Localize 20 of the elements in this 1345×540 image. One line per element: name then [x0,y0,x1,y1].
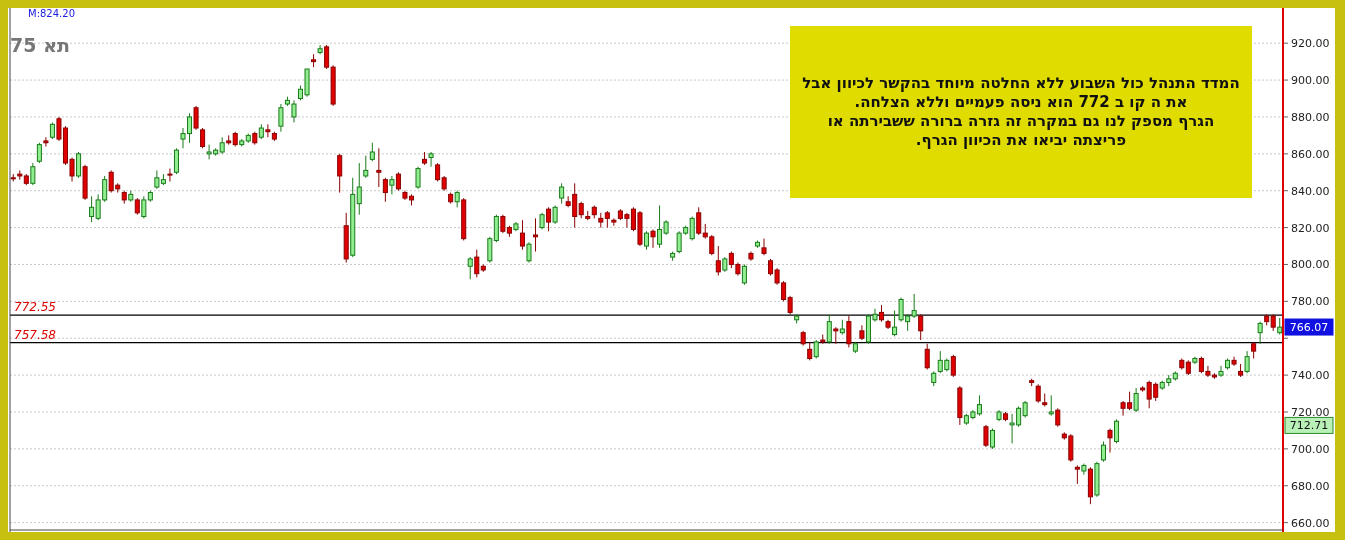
ytick: 900.00 [1291,74,1330,88]
text: 766.07 [1289,321,1329,335]
ytick: 920.00 [1291,37,1330,51]
ytick: 800.00 [1291,258,1330,272]
ytick: 820.00 [1291,221,1330,235]
ytick: 680.00 [1291,479,1330,493]
picture-note-box: המדד התנהל כול השבוע ללא החלטה מיוחד בהקשר לכיוון אבל את ה קו ב 772 הוא ניסה פעמיים וללא הצלחה. הגרף מספק לנו גם במקרה זה גזרה ברורה ששבירתה או פריצתה יביאו את הכיוון הגרף. [790,26,1252,198]
ref-line-label: 772.55 [14,300,56,315]
ytick: 840.00 [1291,184,1330,198]
ytick: 780.00 [1291,295,1330,309]
ytick: 660.00 [1291,516,1330,530]
annotation: M:824.20 [28,8,75,19]
ytick: 860.00 [1291,147,1330,161]
ytick: 880.00 [1291,110,1330,124]
ref-line-label: 757.58 [14,327,57,342]
title: תא 75 [10,34,70,56]
ytick: 720.00 [1291,406,1330,419]
ytick: 740.00 [1291,369,1330,383]
text: 712.71 [1289,419,1329,433]
ytick: 700.00 [1291,442,1330,456]
